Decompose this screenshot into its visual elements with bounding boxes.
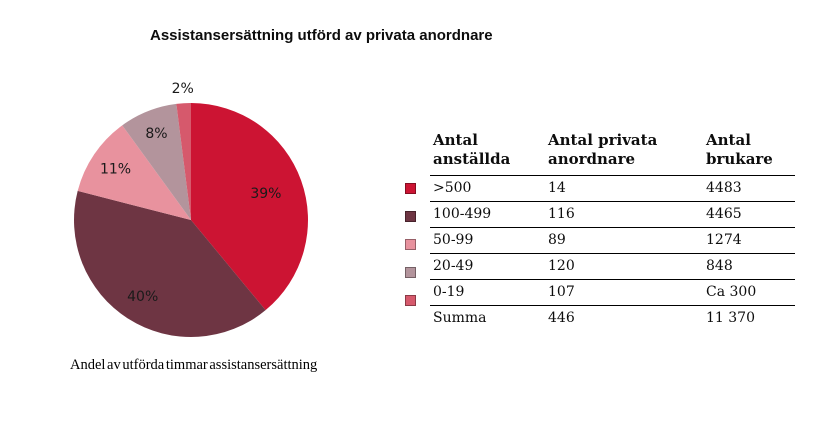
pie-slice-100-499 <box>74 190 266 337</box>
pie-percent-label: 40% <box>127 289 158 305</box>
table-row: 100-499 116 4465 <box>430 201 795 227</box>
legend-swatch-50-99 <box>405 239 416 250</box>
chart-title: Assistansersättning utförd av privata an… <box>150 27 493 44</box>
pie-slice-20-49 <box>122 103 191 220</box>
chart-caption: Andel av utförda timmar assistansersättn… <box>70 357 318 373</box>
pie-slice-50-99 <box>77 125 191 220</box>
row-anordnare-value: 107 <box>548 284 575 300</box>
row-anordnare-value: 116 <box>548 206 575 222</box>
column-header-antal-brukare: Antal brukare <box>706 131 773 168</box>
row-anordnare-value: 14 <box>548 180 566 196</box>
row-brukare-value: 11 370 <box>706 310 755 326</box>
pie-percent-label: 39% <box>250 186 281 202</box>
pie-slices <box>74 103 309 337</box>
data-table: Antal anställda Antal privata anordnare … <box>405 128 795 331</box>
row-brukare-value: 4483 <box>706 180 742 196</box>
pie-percent-label: 8% <box>145 126 167 142</box>
table-header-row: Antal anställda Antal privata anordnare … <box>430 128 795 175</box>
pie-percent-label: 2% <box>172 81 194 97</box>
row-label: 100-499 <box>433 206 492 222</box>
row-brukare-value: 4465 <box>706 206 742 222</box>
row-anordnare-value: 89 <box>548 232 566 248</box>
row-label: 20-49 <box>433 258 474 274</box>
pie-slice->500 <box>191 103 309 311</box>
legend-swatch-20-49 <box>405 267 416 278</box>
table-row: 50-99 89 1274 <box>430 227 795 253</box>
column-header-antal-anstallda: Antal anställda <box>433 131 511 168</box>
legend-swatch-0-19 <box>405 295 416 306</box>
table-row: 20-49 120 848 <box>430 253 795 279</box>
row-anordnare-value: 120 <box>548 258 575 274</box>
column-header-antal-privata-anordnare: Antal privata anordnare <box>548 131 658 168</box>
row-anordnare-value: 446 <box>548 310 575 326</box>
legend-swatch-over-500 <box>405 183 416 194</box>
pie-percent-labels: 39% 40% 11% 8% 2% <box>100 81 282 305</box>
row-brukare-value: 1274 <box>706 232 742 248</box>
pie-slice-0-19 <box>176 103 191 220</box>
row-brukare-value: 848 <box>706 258 733 274</box>
legend-swatch-100-499 <box>405 211 416 222</box>
pie-percent-label: 11% <box>100 162 131 178</box>
table-row: 0-19 107 Ca 300 <box>430 279 795 305</box>
table-row-summa: Summa 446 11 370 <box>430 305 795 331</box>
table-row: >500 14 4483 <box>430 175 795 201</box>
row-label: 0-19 <box>433 284 465 300</box>
row-brukare-value: Ca 300 <box>706 284 757 300</box>
row-label: Summa <box>433 310 487 326</box>
row-label: 50-99 <box>433 232 474 248</box>
row-label: >500 <box>433 180 472 196</box>
pie-chart: 39% 40% 11% 8% 2% <box>74 81 309 337</box>
